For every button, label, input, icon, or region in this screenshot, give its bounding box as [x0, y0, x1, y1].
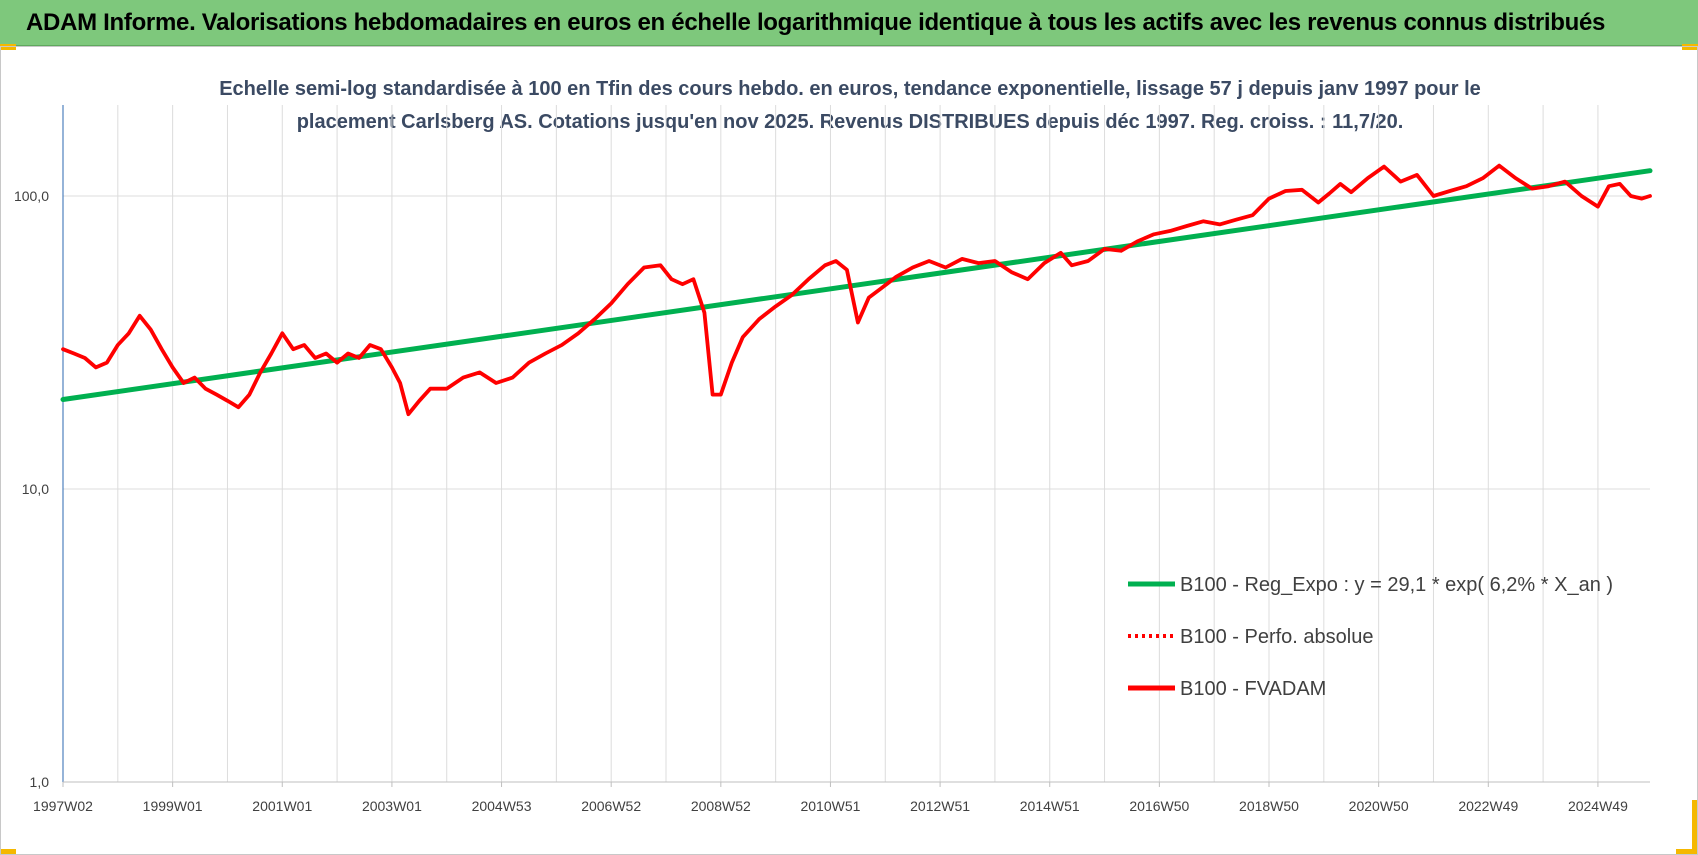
legend: B100 - Reg_Expo : y = 29,1 * exp( 6,2% *…	[1128, 574, 1613, 700]
x-tick-label: 2012W51	[910, 798, 970, 814]
x-tick-label: 2014W51	[1020, 798, 1080, 814]
x-tick-label: 1999W01	[143, 798, 203, 814]
fvadam-series-line	[61, 163, 1652, 417]
axes	[62, 105, 1650, 783]
x-tick-label: 2010W51	[800, 798, 860, 814]
x-tick-label: 2006W52	[581, 798, 641, 814]
x-tick-label: 2004W53	[472, 798, 532, 814]
x-tick-label: 2022W49	[1458, 798, 1518, 814]
series-lines	[60, 163, 1653, 417]
y-tick-label: 10,0	[22, 481, 49, 497]
x-axis-ticks: 1997W02 1999W01 2001W01 2003W01 2004W53 2006W…	[33, 782, 1628, 814]
report-title: ADAM Informe. Valorisations hebdomadaire…	[26, 9, 1606, 36]
corner-marker-bottom-right	[1692, 800, 1698, 855]
report-banner: ADAM Informe. Valorisations hebdomadaire…	[0, 0, 1698, 46]
chart-title-line-1: Echelle semi-log standardisée à 100 en T…	[219, 78, 1481, 100]
x-tick-label: 2024W49	[1568, 798, 1628, 814]
x-tick-label: 2016W50	[1129, 798, 1189, 814]
legend-label: B100 - FVADAM	[1180, 678, 1326, 700]
y-tick-label: 1,0	[30, 774, 50, 790]
y-axis-ticks: 100,0 10,0 1,0	[14, 188, 49, 790]
corner-marker-bottom-right-base	[1676, 849, 1698, 855]
y-tick-label: 100,0	[14, 188, 49, 204]
chart-title: Echelle semi-log standardisée à 100 en T…	[200, 73, 1500, 139]
chart-title-line-2: placement Carlsberg AS. Cotations jusqu'…	[296, 111, 1404, 133]
x-tick-label: 2008W52	[691, 798, 751, 814]
x-tick-label: 2018W50	[1239, 798, 1299, 814]
x-tick-label: 2020W50	[1349, 798, 1409, 814]
regression-trend-line	[60, 168, 1653, 402]
x-tick-label: 2003W01	[362, 798, 422, 814]
corner-marker-top-left	[0, 44, 16, 50]
corner-marker-top-right	[1682, 44, 1698, 50]
legend-label: B100 - Perfo. absolue	[1180, 626, 1373, 648]
corner-marker-bottom-left	[0, 849, 16, 855]
x-tick-label: 2001W01	[252, 798, 312, 814]
legend-label: B100 - Reg_Expo : y = 29,1 * exp( 6,2% *…	[1180, 574, 1613, 596]
x-tick-label: 1997W02	[33, 798, 93, 814]
